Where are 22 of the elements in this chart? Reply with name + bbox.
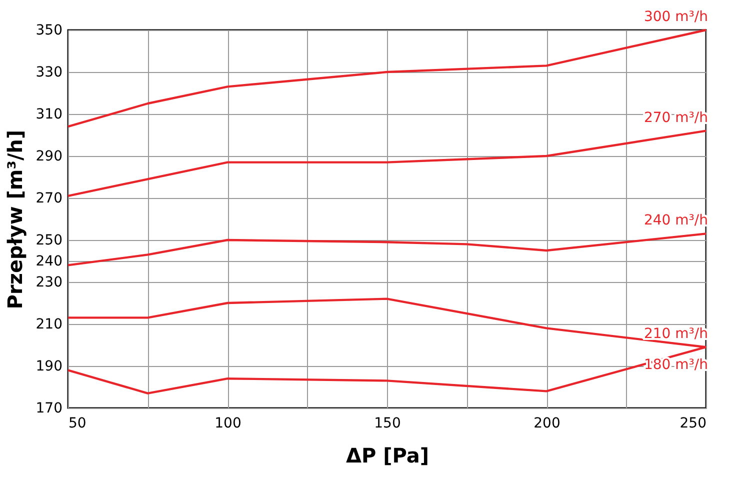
series-label: 180 m³/h <box>644 357 708 374</box>
y-tick-label: 270 <box>36 190 62 206</box>
x-tick-label: 100 <box>214 416 242 432</box>
y-tick-label: 350 <box>36 22 62 38</box>
y-tick-label: 230 <box>36 274 62 290</box>
line-series <box>66 232 708 266</box>
y-tick-label: 240 <box>36 254 62 270</box>
x-tick-label: 200 <box>534 416 560 432</box>
y-axis-title: Przepływ [m³/h] <box>2 130 27 310</box>
y-tick-label: 210 <box>36 316 62 332</box>
series-label: 300 m³/h <box>644 9 708 25</box>
x-axis-title: ΔP [Pa] <box>346 444 429 468</box>
x-tick-label: 50 <box>68 416 86 432</box>
y-tick-label: 170 <box>36 400 62 416</box>
y-tick-label: 190 <box>36 358 62 374</box>
y-tick-label: 250 <box>36 232 62 248</box>
x-tick-label: 250 <box>680 416 706 432</box>
y-tick-label: 310 <box>36 106 62 122</box>
y-tick-label: 330 <box>36 64 62 80</box>
line-series <box>66 130 708 197</box>
x-tick-label: 150 <box>374 416 401 432</box>
y-tick-label: 290 <box>36 148 62 164</box>
